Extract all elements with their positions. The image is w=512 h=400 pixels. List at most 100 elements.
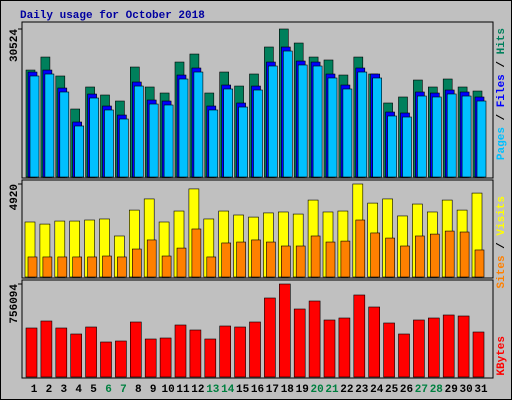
bar [461,95,472,178]
bar [87,256,97,278]
x-tick-label: 20 [310,384,323,396]
bar [70,333,82,378]
x-tick-label: 8 [135,384,142,396]
x-tick-label: 14 [221,384,235,396]
bar [327,77,338,178]
x-tick-label: 28 [430,384,444,396]
x-tick-label: 21 [325,384,339,396]
bar [193,71,204,178]
bar [308,300,321,378]
bar [264,297,276,378]
legend-separator: / [496,236,508,256]
bar [474,249,485,278]
legend-separator: / [496,54,508,74]
bar [117,256,127,278]
bar [398,333,410,378]
x-tick-label: 6 [105,384,112,396]
bar [282,50,293,178]
bar [446,93,457,178]
y-tick-label: 756094 [9,284,21,324]
bar [383,322,395,378]
bar [161,255,172,278]
bar [223,88,233,178]
bar [236,241,246,278]
bar [429,233,440,278]
x-tick-label: 29 [445,384,458,396]
bar [238,106,248,178]
x-tick-label: 2 [46,384,53,396]
bar [102,255,112,278]
x-tick-label: 1 [31,384,38,396]
y-tick-label: 30524 [9,29,21,62]
x-tick-label: 10 [161,384,174,396]
x-tick-label: 19 [296,384,309,396]
bar [204,338,217,378]
x-tick-label: 31 [474,384,488,396]
y-tick-label: 4920 [9,184,21,210]
bar [297,64,308,178]
x-tick-label: 17 [266,384,279,396]
x-tick-label: 11 [176,384,190,396]
chart-title: Daily usage for October 2018 [20,10,205,22]
bar [42,256,53,278]
x-tick-label: 7 [120,384,127,396]
legend-entry: Files [496,74,508,107]
x-tick-label: 24 [370,384,384,396]
bar [134,85,144,178]
bar [312,65,323,178]
bar [368,306,381,378]
bar [295,245,306,278]
bar [413,319,425,378]
bar [219,325,231,378]
bar [206,256,217,278]
bar [323,319,336,378]
bar [387,115,397,178]
bar [174,324,187,378]
x-tick-label: 27 [415,384,428,396]
bar [119,118,129,178]
bar [442,314,455,378]
bar [132,248,142,278]
bar [342,88,353,178]
bar [400,245,410,278]
x-tick-label: 15 [236,384,250,396]
x-tick-label: 26 [400,384,413,396]
bar [325,241,336,278]
bar [293,308,306,378]
bar [25,327,38,378]
legend-entry: KBytes [496,336,508,376]
bar [57,256,68,278]
bar [189,329,202,378]
bar [27,256,38,278]
x-tick-label: 3 [60,384,67,396]
bar [353,294,366,378]
bar [402,116,412,178]
x-tick-label: 12 [191,384,204,396]
bar [268,65,278,178]
bar [85,326,97,378]
bar [40,320,53,378]
bar [148,103,159,178]
x-tick-label: 5 [90,384,97,396]
bar [357,71,368,178]
bar [29,75,40,178]
bar [340,240,351,278]
legend-entry: Hits [496,28,508,54]
bar [144,338,157,378]
bar [417,95,427,178]
bar [59,91,70,178]
bar [178,78,189,178]
bar [251,239,261,278]
bar [266,241,276,278]
bar [338,317,351,378]
x-tick-label: 13 [206,384,220,396]
x-tick-label: 18 [281,384,295,396]
bar [44,73,55,178]
x-tick-label: 30 [459,384,472,396]
x-tick-label: 23 [355,384,369,396]
bar [130,321,142,378]
bar [459,231,470,278]
legend-separator: / [496,107,508,127]
bar [74,125,84,178]
